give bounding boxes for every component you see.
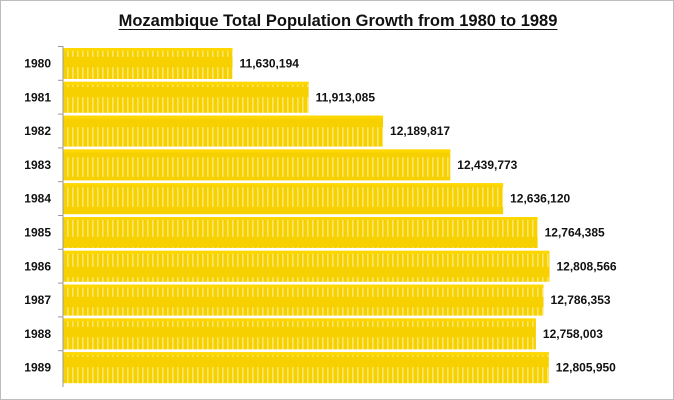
chart-title-text: Mozambique Total Population Growth from … bbox=[118, 12, 558, 30]
y-tick-label: 1985 bbox=[24, 226, 51, 240]
chart-title: Mozambique Total Population Growth from … bbox=[1, 12, 673, 31]
bar-1987 bbox=[63, 284, 544, 316]
bar-1985 bbox=[63, 217, 538, 248]
y-tick-label: 1988 bbox=[24, 327, 51, 341]
data-label: 12,439,773 bbox=[457, 158, 517, 172]
bar-top-edge bbox=[63, 183, 504, 187]
data-label: 12,764,385 bbox=[545, 226, 605, 240]
bar-1984 bbox=[63, 183, 504, 215]
bar-1983 bbox=[63, 149, 451, 181]
data-label: 11,913,085 bbox=[316, 90, 376, 104]
bar-top-edge bbox=[63, 81, 309, 85]
y-tick-label: 1984 bbox=[24, 192, 51, 206]
bar-top-edge bbox=[63, 352, 549, 356]
bar-top-edge bbox=[63, 149, 451, 153]
data-label: 12,189,817 bbox=[390, 124, 450, 138]
bar-1982 bbox=[63, 115, 384, 147]
bar-1981 bbox=[63, 81, 309, 113]
data-label: 12,786,353 bbox=[551, 293, 611, 307]
bar-1989 bbox=[63, 352, 549, 384]
y-tick-label: 1987 bbox=[24, 293, 51, 307]
y-tick-label: 1989 bbox=[24, 361, 51, 375]
y-tick-label: 1986 bbox=[24, 259, 51, 273]
data-label: 12,808,566 bbox=[557, 259, 617, 273]
bar-1986 bbox=[63, 250, 550, 282]
data-label: 12,758,003 bbox=[543, 327, 603, 341]
data-label: 12,805,950 bbox=[556, 361, 616, 375]
y-tick-label: 1982 bbox=[24, 124, 51, 138]
bar-top-edge bbox=[63, 115, 384, 119]
bar-top-edge bbox=[63, 48, 233, 51]
data-label: 11,630,194 bbox=[240, 57, 300, 71]
bar-top-edge bbox=[63, 250, 550, 254]
y-tick-label: 1983 bbox=[24, 158, 51, 172]
y-tick-label: 1980 bbox=[24, 57, 51, 71]
bar-top-edge bbox=[63, 217, 538, 220]
bar-top-edge bbox=[63, 318, 536, 322]
y-tick-label: 1981 bbox=[24, 90, 51, 104]
bar-1988 bbox=[63, 318, 536, 350]
bar-top-edge bbox=[63, 284, 544, 288]
data-label: 12,636,120 bbox=[510, 192, 570, 206]
bar-1980 bbox=[63, 48, 233, 79]
